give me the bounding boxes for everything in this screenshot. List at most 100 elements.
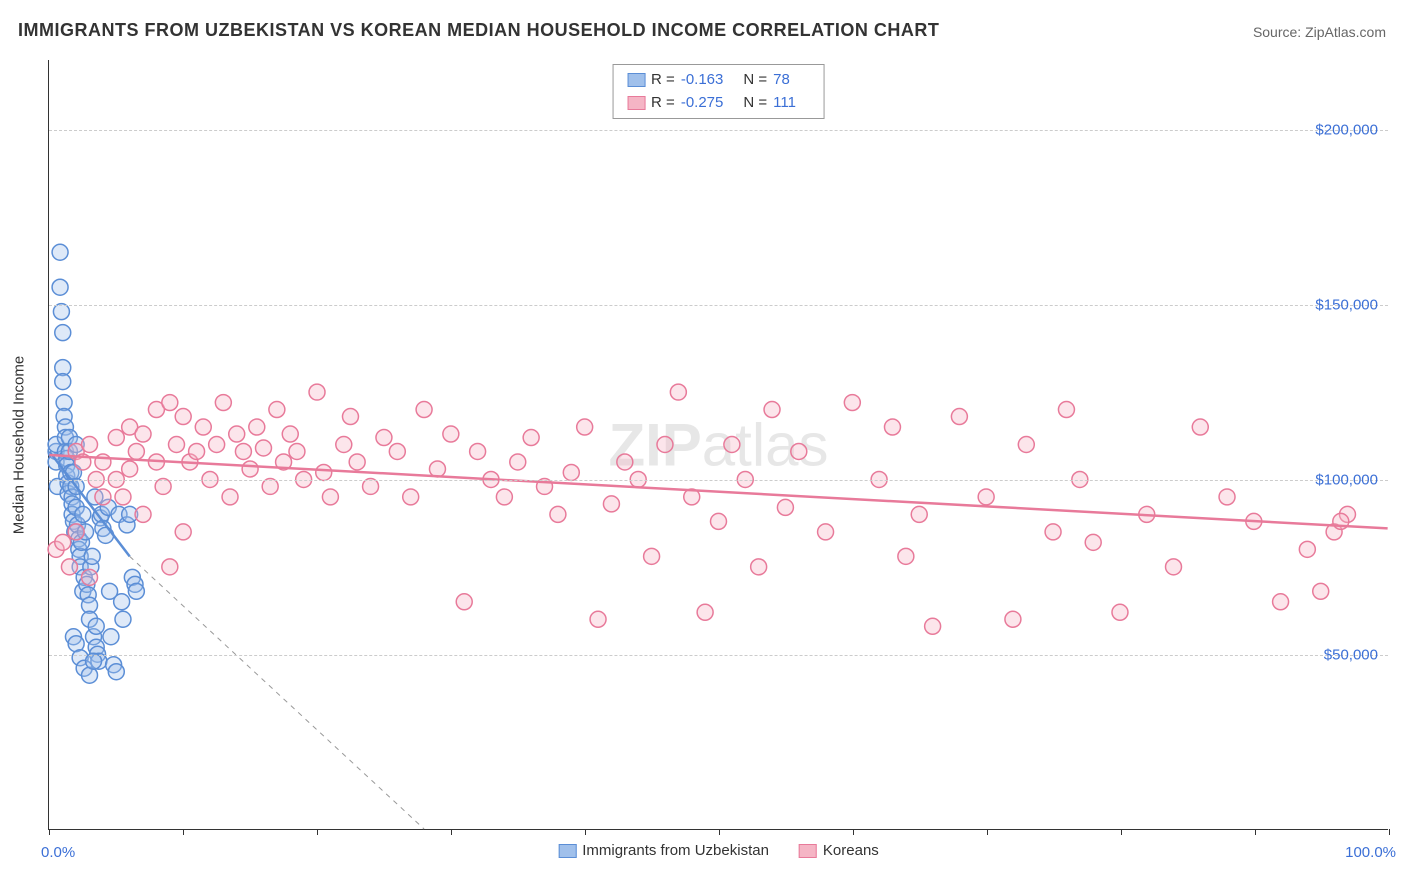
scatter-point	[135, 506, 151, 522]
scatter-point	[898, 548, 914, 564]
r-label-2: R =	[651, 92, 675, 115]
scatter-point	[1273, 594, 1289, 610]
scatter-svg	[49, 60, 1388, 829]
scatter-point	[724, 437, 740, 453]
scatter-point	[84, 548, 100, 564]
scatter-point	[336, 437, 352, 453]
y-tick-label: $150,000	[1315, 297, 1378, 314]
scatter-point	[229, 426, 245, 442]
scatter-point	[951, 409, 967, 425]
scatter-point	[1313, 583, 1329, 599]
scatter-point	[128, 583, 144, 599]
n-label-1: N =	[743, 69, 767, 92]
scatter-point	[95, 489, 111, 505]
scatter-point	[1166, 559, 1182, 575]
trend-line-dashed-extension	[130, 556, 424, 829]
scatter-point	[590, 611, 606, 627]
scatter-point	[242, 461, 258, 477]
scatter-point	[98, 527, 114, 543]
scatter-point	[376, 430, 392, 446]
swatch-series1	[627, 73, 645, 87]
scatter-point	[235, 444, 251, 460]
scatter-point	[764, 402, 780, 418]
scatter-point	[429, 461, 445, 477]
scatter-point	[844, 395, 860, 411]
legend-item-series1: Immigrants from Uzbekistan	[558, 842, 769, 859]
scatter-point	[403, 489, 419, 505]
scatter-point	[443, 426, 459, 442]
scatter-point	[269, 402, 285, 418]
scatter-point	[316, 464, 332, 480]
scatter-point	[222, 489, 238, 505]
scatter-point	[82, 437, 98, 453]
scatter-point	[114, 594, 130, 610]
scatter-point	[55, 325, 71, 341]
scatter-point	[925, 618, 941, 634]
bottom-legend: Immigrants from Uzbekistan Koreans	[558, 842, 879, 859]
scatter-point	[791, 444, 807, 460]
x-axis-max-label: 100.0%	[1345, 844, 1396, 861]
scatter-point	[55, 374, 71, 390]
scatter-point	[818, 524, 834, 540]
legend-swatch-series1	[558, 844, 576, 858]
scatter-point	[169, 437, 185, 453]
scatter-point	[209, 437, 225, 453]
scatter-point	[1192, 419, 1208, 435]
scatter-point	[1058, 402, 1074, 418]
scatter-point	[162, 559, 178, 575]
scatter-point	[108, 664, 124, 680]
scatter-point	[1005, 611, 1021, 627]
scatter-point	[195, 419, 211, 435]
scatter-point	[189, 444, 205, 460]
chart-title: IMMIGRANTS FROM UZBEKISTAN VS KOREAN MED…	[18, 20, 939, 41]
grid-line	[49, 305, 1388, 306]
scatter-point	[309, 384, 325, 400]
scatter-point	[978, 489, 994, 505]
scatter-point	[711, 513, 727, 529]
n-value-2: 111	[773, 92, 796, 115]
scatter-point	[249, 419, 265, 435]
scatter-point	[215, 395, 231, 411]
scatter-point	[108, 430, 124, 446]
scatter-point	[1045, 524, 1061, 540]
scatter-point	[103, 629, 119, 645]
scatter-point	[644, 548, 660, 564]
r-value-2: -0.275	[681, 92, 724, 115]
scatter-point	[122, 461, 138, 477]
scatter-point	[617, 454, 633, 470]
stats-row-series2: R = -0.275 N = 111	[627, 92, 810, 115]
chart-plot-area: Median Household Income ZIPatlas R = -0.…	[48, 60, 1388, 830]
x-tick	[585, 829, 586, 835]
scatter-point	[322, 489, 338, 505]
scatter-point	[68, 524, 84, 540]
scatter-point	[175, 409, 191, 425]
x-tick	[1389, 829, 1390, 835]
scatter-point	[456, 594, 472, 610]
x-tick	[451, 829, 452, 835]
n-label-2: N =	[743, 92, 767, 115]
x-tick	[719, 829, 720, 835]
scatter-point	[128, 444, 144, 460]
scatter-point	[349, 454, 365, 470]
source-attribution: Source: ZipAtlas.com	[1253, 24, 1386, 40]
scatter-point	[115, 489, 131, 505]
scatter-point	[670, 384, 686, 400]
stats-row-series1: R = -0.163 N = 78	[627, 69, 810, 92]
scatter-point	[162, 395, 178, 411]
stats-legend-box: R = -0.163 N = 78 R = -0.275 N = 111	[612, 64, 825, 119]
scatter-point	[52, 279, 68, 295]
y-tick-label: $50,000	[1324, 647, 1378, 664]
scatter-point	[61, 559, 77, 575]
scatter-point	[697, 604, 713, 620]
scatter-point	[577, 419, 593, 435]
scatter-point	[1085, 534, 1101, 550]
x-tick	[853, 829, 854, 835]
scatter-point	[175, 524, 191, 540]
scatter-point	[256, 440, 272, 456]
scatter-point	[751, 559, 767, 575]
scatter-point	[282, 426, 298, 442]
legend-item-series2: Koreans	[799, 842, 879, 859]
x-tick	[987, 829, 988, 835]
scatter-point	[657, 437, 673, 453]
legend-label-series2: Koreans	[823, 842, 879, 859]
